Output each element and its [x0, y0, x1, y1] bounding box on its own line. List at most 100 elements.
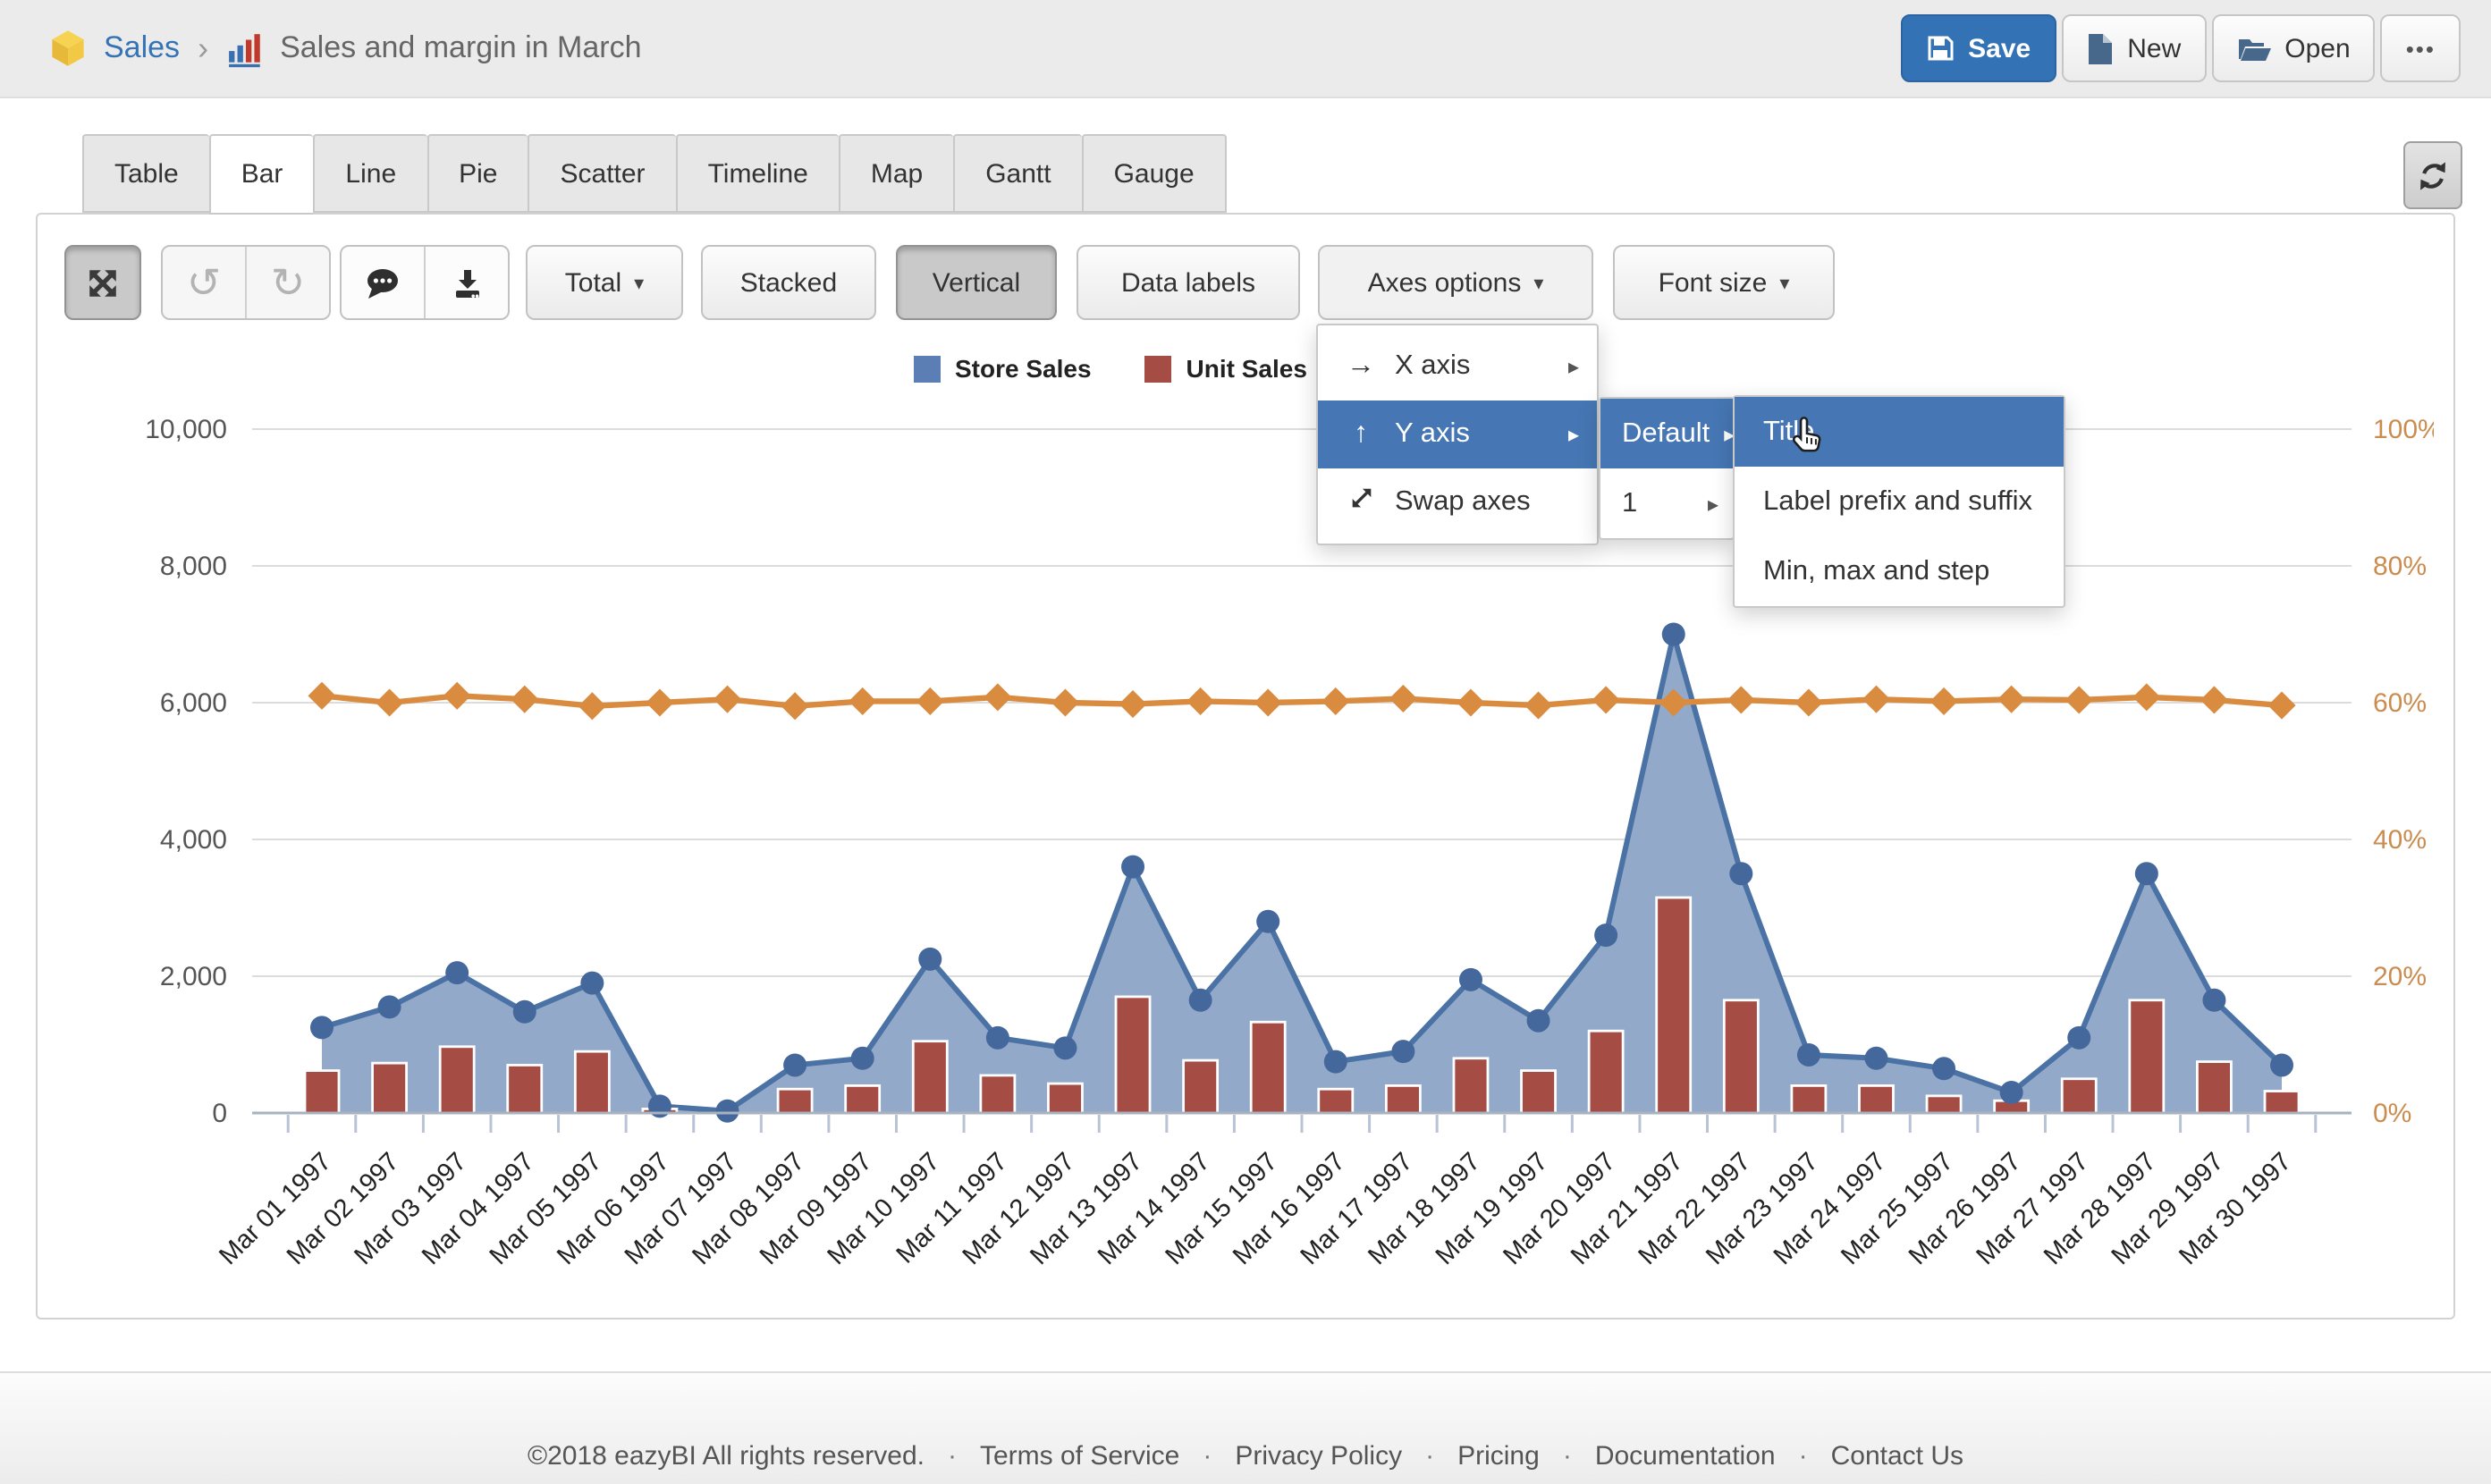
diamond-marker[interactable] [849, 687, 877, 716]
menu-item-swap-axes[interactable]: Swap axes [1318, 468, 1597, 536]
data-point[interactable] [850, 1046, 874, 1070]
bar[interactable] [2196, 1060, 2233, 1115]
menu-item-title[interactable]: Title [1735, 397, 2064, 467]
data-point[interactable] [377, 995, 401, 1019]
bar[interactable] [979, 1074, 1017, 1115]
open-button[interactable]: Open [2211, 14, 2376, 82]
total-button[interactable]: Total ▾ [526, 245, 683, 320]
data-point[interactable] [445, 961, 469, 985]
data-point[interactable] [310, 1016, 334, 1040]
bar[interactable] [1249, 1020, 1287, 1115]
diamond-marker[interactable] [1592, 686, 1620, 714]
diamond-marker[interactable] [1997, 685, 2026, 713]
tab-table[interactable]: Table [82, 134, 209, 213]
data-point[interactable] [1594, 923, 1618, 948]
diamond-marker[interactable] [1321, 687, 1350, 716]
bar[interactable] [1655, 896, 1693, 1115]
bar[interactable] [1520, 1069, 1557, 1115]
diamond-marker[interactable] [308, 681, 336, 710]
tab-map[interactable]: Map [838, 134, 954, 213]
footer-link-pricing[interactable]: Pricing [1457, 1441, 1540, 1471]
tab-gauge[interactable]: Gauge [1081, 134, 1227, 213]
bar[interactable] [1452, 1057, 1490, 1115]
redo-button[interactable]: ↻ [245, 247, 329, 318]
bar[interactable] [1317, 1087, 1355, 1115]
menu-item-label-prefix-and-suffix[interactable]: Label prefix and suffix [1763, 485, 2033, 516]
bar[interactable] [1722, 999, 1760, 1115]
data-point[interactable] [1121, 855, 1145, 879]
data-point[interactable] [1729, 862, 1753, 886]
axes-options-button[interactable]: Axes options ▾ [1318, 245, 1593, 320]
diamond-marker[interactable] [1119, 689, 1147, 719]
diamond-marker[interactable] [781, 692, 809, 721]
data-point[interactable] [1188, 988, 1212, 1012]
data-point[interactable] [1526, 1008, 1550, 1033]
bar[interactable] [844, 1084, 882, 1115]
diamond-marker[interactable] [2267, 691, 2296, 720]
vertical-button[interactable]: Vertical [896, 245, 1057, 320]
diamond-marker[interactable] [713, 685, 742, 713]
new-button[interactable]: New [2061, 14, 2207, 82]
bar[interactable] [1384, 1084, 1422, 1115]
margin-line[interactable] [308, 681, 2296, 721]
data-point[interactable] [1323, 1050, 1347, 1074]
more-actions-button[interactable]: ••• [2380, 14, 2461, 82]
data-point[interactable] [1661, 622, 1685, 646]
bar[interactable] [776, 1087, 814, 1115]
diamond-marker[interactable] [1794, 688, 1823, 717]
diamond-marker[interactable] [1727, 686, 1755, 714]
fullscreen-button[interactable] [64, 245, 141, 320]
bar[interactable] [1182, 1058, 1220, 1115]
bar[interactable] [1925, 1094, 1963, 1115]
data-point[interactable] [1053, 1036, 1077, 1060]
data-point[interactable] [2067, 1025, 2091, 1050]
diamond-marker[interactable] [2065, 686, 2093, 714]
comments-button[interactable] [342, 247, 424, 318]
save-button[interactable]: Save [1900, 14, 2056, 82]
data-point[interactable] [1932, 1057, 1956, 1081]
store-sales-points[interactable] [310, 622, 2293, 1123]
legend-item-store-sales[interactable]: Store Sales [914, 354, 1092, 383]
bar[interactable] [1790, 1084, 1828, 1115]
bar[interactable] [438, 1045, 476, 1115]
data-point[interactable] [1458, 967, 1482, 991]
footer-link-contact-us[interactable]: Contact Us [1830, 1441, 1964, 1471]
tab-timeline[interactable]: Timeline [675, 134, 839, 213]
diamond-marker[interactable] [646, 688, 674, 717]
diamond-marker[interactable] [1186, 687, 1215, 716]
diamond-marker[interactable] [1929, 687, 1958, 716]
tab-gantt[interactable]: Gantt [953, 134, 1082, 213]
menu-item-1[interactable]: 1 ▸ [1622, 487, 1718, 518]
bar[interactable] [1858, 1084, 1895, 1115]
legend-item-unit-sales[interactable]: Unit Sales [1144, 354, 1307, 383]
footer-link-privacy-policy[interactable]: Privacy Policy [1235, 1441, 1403, 1471]
diamond-marker[interactable] [443, 681, 471, 710]
diamond-marker[interactable] [1254, 688, 1282, 717]
menu-item-default[interactable]: Default ▸ [1600, 399, 1735, 468]
data-point[interactable] [2202, 988, 2226, 1012]
bar[interactable] [1587, 1029, 1625, 1115]
diamond-marker[interactable] [511, 685, 539, 713]
diamond-marker[interactable] [376, 688, 404, 717]
bar[interactable] [1114, 995, 1152, 1115]
menu-item-min-max-and-step[interactable]: Min, max and step [1763, 555, 1990, 586]
data-labels-button[interactable]: Data labels [1077, 245, 1300, 320]
bar[interactable] [1047, 1082, 1084, 1115]
bar[interactable] [911, 1040, 949, 1115]
diamond-marker[interactable] [578, 692, 606, 721]
bar[interactable] [573, 1050, 611, 1115]
refresh-button[interactable] [2403, 141, 2462, 209]
breadcrumb-app-link[interactable]: Sales [104, 30, 181, 64]
bar[interactable] [506, 1064, 544, 1115]
tab-pie[interactable]: Pie [426, 134, 528, 213]
data-point[interactable] [1999, 1081, 2023, 1105]
diamond-marker[interactable] [1051, 688, 1080, 717]
diamond-marker[interactable] [1862, 685, 1891, 713]
data-point[interactable] [715, 1099, 739, 1123]
diamond-marker[interactable] [984, 683, 1012, 712]
bar[interactable] [2263, 1090, 2301, 1115]
diamond-marker[interactable] [2200, 686, 2228, 714]
menu-item-x-axis[interactable]: → X axis ▸ [1318, 333, 1597, 401]
unit-sales-bars[interactable] [303, 896, 2301, 1115]
data-point[interactable] [580, 971, 604, 995]
